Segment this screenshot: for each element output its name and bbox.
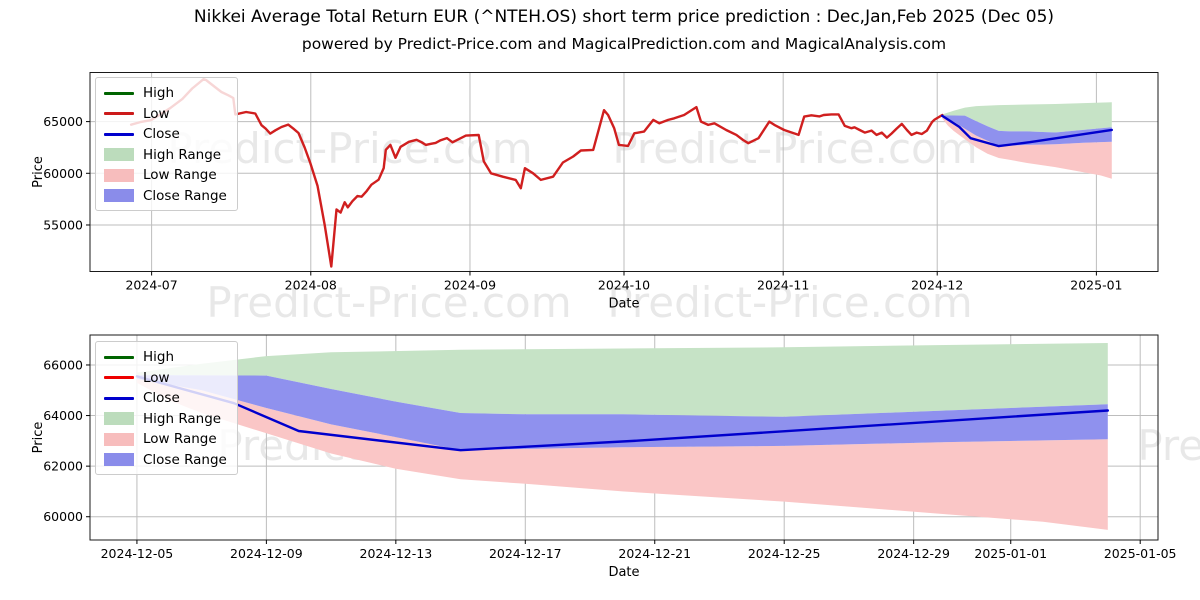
legend-label: Close xyxy=(143,390,180,407)
legend-swatch xyxy=(104,91,134,95)
y-tick-label: 60000 xyxy=(43,166,83,181)
watermark-text: Predict-Price.com xyxy=(206,278,571,327)
legend-swatch xyxy=(104,396,134,400)
x-tick-label: 2024-12-13 xyxy=(360,546,433,561)
page-subtitle: powered by Predict-Price.com and Magical… xyxy=(301,35,947,53)
legend-item-low-range: Low Range xyxy=(104,429,227,450)
x-tick-label: 2025-01-05 xyxy=(1104,546,1177,561)
legend-item-high-range: High Range xyxy=(104,145,227,166)
page-title: Nikkei Average Total Return EUR (^NTEH.O… xyxy=(193,7,1055,27)
x-tick-label: 2024-12-09 xyxy=(230,546,303,561)
x-tick-label: 2024-07 xyxy=(125,278,177,293)
legend-label: Low xyxy=(143,105,170,122)
legend-label: High Range xyxy=(143,410,222,427)
plot-frame xyxy=(89,334,1159,541)
x-tick-label: 2024-08 xyxy=(285,278,337,293)
legend-swatch xyxy=(104,112,134,116)
legend-swatch xyxy=(104,453,134,467)
y-tick-label: 65000 xyxy=(43,114,83,129)
x-tick-label: 2024-12-29 xyxy=(877,546,950,561)
legend-swatch xyxy=(104,376,134,380)
close-series xyxy=(941,114,1113,148)
y-tick-label: 64000 xyxy=(43,408,83,423)
legend-label: Close Range xyxy=(143,187,227,204)
history-chart: Predict-Price.com Predict-Price.com2024-0… xyxy=(31,72,1159,312)
legend-swatch xyxy=(104,412,134,426)
x-tick-label: 2024-12-17 xyxy=(489,546,562,561)
legend-label: Low Range xyxy=(143,431,217,448)
x-tick-label: 2024-09 xyxy=(444,278,496,293)
history-chart-legend: High Low Close High Range Low Range Close Ran… xyxy=(95,77,238,211)
legend-item-low: Low xyxy=(104,104,227,125)
legend-label: High xyxy=(143,349,175,366)
x-tick-label: 2024-12-05 xyxy=(101,546,174,561)
low-range-band xyxy=(942,117,1112,179)
prediction-chart: Predict-Price.com Predict-Price.com Predic… xyxy=(31,278,1200,580)
legend-label: High Range xyxy=(143,146,222,163)
legend-item-high: High xyxy=(104,347,227,368)
legend-label: High xyxy=(143,85,175,102)
legend-item-close-range: Close Range xyxy=(104,186,227,207)
legend-item-low-range: Low Range xyxy=(104,165,227,186)
y-axis-label: Price xyxy=(31,422,46,454)
watermark-text: Predict-Price.com xyxy=(607,278,972,327)
x-axis-label: Date xyxy=(608,297,639,312)
watermark-text: Predict-Price.com xyxy=(612,124,977,173)
legend-label: Low xyxy=(143,369,170,386)
y-axis-label: Price xyxy=(31,156,46,188)
legend-item-high-range: High Range xyxy=(104,409,227,430)
x-tick-label: 2024-12 xyxy=(911,278,963,293)
high-range-band xyxy=(942,102,1112,133)
legend-label: Close xyxy=(143,126,180,143)
prediction-chart-legend: High Low Close High Range Low Range Close Ran… xyxy=(95,341,238,475)
close-range-band xyxy=(136,375,1108,451)
legend-label: Low Range xyxy=(143,167,217,184)
legend-item-close: Close xyxy=(104,124,227,145)
y-tick-label: 60000 xyxy=(43,509,83,524)
high-range-band xyxy=(136,343,1108,417)
x-tick-label: 2025-01-01 xyxy=(974,546,1047,561)
legend-swatch xyxy=(104,132,134,136)
x-tick-label: 2024-12-21 xyxy=(618,546,691,561)
legend-swatch xyxy=(104,168,134,182)
legend-item-close: Close xyxy=(104,388,227,409)
low-range-band xyxy=(136,378,1108,530)
x-tick-label: 2025-01 xyxy=(1070,278,1122,293)
x-tick-label: 2024-11 xyxy=(757,278,809,293)
low-series xyxy=(129,78,944,268)
watermark-text: Predict-Price.com xyxy=(1137,421,1200,470)
x-axis-label: Date xyxy=(608,565,639,580)
legend-swatch xyxy=(104,432,134,446)
legend-swatch xyxy=(104,355,134,359)
legend-item-low: Low xyxy=(104,368,227,389)
legend-swatch xyxy=(104,189,134,203)
legend-item-high: High xyxy=(104,83,227,104)
y-tick-label: 55000 xyxy=(43,217,83,232)
legend-item-close-range: Close Range xyxy=(104,450,227,471)
x-tick-label: 2024-10 xyxy=(598,278,650,293)
y-tick-label: 66000 xyxy=(43,357,83,372)
y-tick-label: 62000 xyxy=(43,459,83,474)
legend-swatch xyxy=(104,148,134,162)
close-range-band xyxy=(942,115,1112,147)
x-tick-label: 2024-12-25 xyxy=(748,546,821,561)
legend-label: Close Range xyxy=(143,451,227,468)
